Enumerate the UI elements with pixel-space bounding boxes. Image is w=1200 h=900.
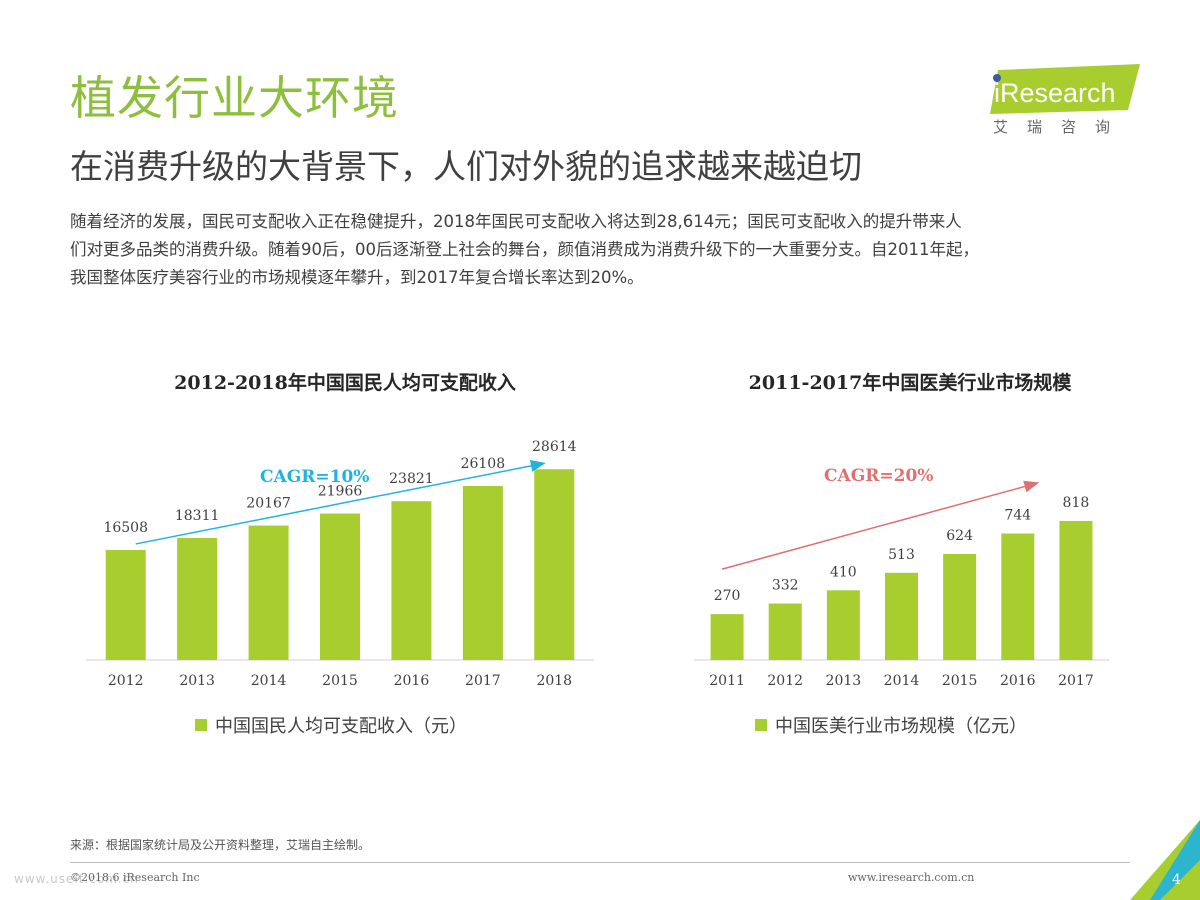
chart2-legend-label: 中国医美行业市场规模（亿元）	[775, 716, 1027, 737]
chart2-bar-2017	[1059, 520, 1093, 660]
logo-background	[990, 64, 1140, 114]
intro-line-1: 随着经济的发展，国民可支配收入正在稳健提升，2018年国民可支配收入将达到28,…	[70, 212, 962, 231]
chart2-bar-2013	[826, 590, 860, 660]
chart2-cagr-label: CAGR=20%	[824, 466, 933, 486]
logo-dot-icon	[993, 74, 1001, 82]
chart1-tick-label-2012: 2012	[108, 673, 144, 689]
chart1-bar-2015	[320, 513, 360, 660]
chart1-legend: 中国国民人均可支配收入（元）	[195, 712, 467, 738]
chart2-legend: 中国医美行业市场规模（亿元）	[755, 712, 1027, 738]
chart2-bar-2012	[768, 603, 802, 660]
chart2-legend-swatch	[755, 719, 767, 731]
chart1-legend-label: 中国国民人均可支配收入（元）	[215, 716, 467, 737]
chart1-tick-label-2015: 2015	[322, 673, 358, 689]
chart1-bar-2014	[248, 525, 289, 660]
chart1-data-label-2015: 21966	[318, 484, 363, 500]
chart2-data-label-2014: 513	[888, 547, 915, 563]
logo-cn-text: 艾瑞咨询	[993, 118, 1130, 136]
source-note: 来源：根据国家统计局及公开资料整理，艾瑞自主绘制。	[70, 838, 371, 852]
chart2-data-label-2017: 818	[1063, 495, 1090, 511]
copyright-text: ©2018.6 iResearch Inc	[70, 871, 200, 884]
chart1-bar-2017	[462, 485, 503, 660]
iresearch-logo: iResearch	[990, 64, 1140, 114]
chart2-bar-2014	[885, 572, 918, 660]
chart1-bar-2018	[534, 469, 575, 660]
chart2-tick-label-2011: 2011	[709, 673, 745, 689]
chart1-data-label-2014: 20167	[246, 496, 291, 512]
chart1-tick-label-2017: 2017	[465, 673, 501, 689]
page-title: 植发行业大环境	[70, 71, 399, 125]
chart1-cagr-label: CAGR=10%	[260, 467, 369, 487]
chart2-cagr-arrow	[721, 480, 1040, 570]
chart2-tick-label-2016: 2016	[1000, 673, 1036, 689]
chart1-plot: 16508 2012 18311 2013 20167 2014 21966 2015 2382…	[86, 439, 594, 689]
chart1-data-label-2017: 26108	[461, 456, 506, 472]
watermark: www.useit.com.cn	[14, 872, 139, 886]
chart2-bar-2015	[943, 553, 977, 660]
logo-brand-text: iResearch	[994, 78, 1116, 108]
chart2-bar-2016	[1001, 533, 1035, 660]
chart1-data-label-2013: 18311	[175, 508, 220, 524]
chart2-tick-label-2013: 2013	[826, 673, 862, 689]
chart2-tick-label-2014: 2014	[884, 673, 920, 689]
chart1-data-label-2018: 28614	[532, 439, 577, 455]
corner-blue-shape	[1150, 820, 1200, 900]
chart1-data-label-2016: 23821	[389, 471, 434, 487]
chart2-tick-label-2017: 2017	[1058, 673, 1094, 689]
page-number: 4	[1172, 872, 1181, 888]
chart1-bar-2016	[391, 501, 432, 660]
chart1-bar-2013	[177, 537, 218, 660]
website-link[interactable]: www.iresearch.com.cn	[848, 871, 975, 884]
corner-green-shape	[1130, 820, 1200, 900]
chart2-title: 2011-2017年中国医美行业市场规模	[748, 372, 1072, 394]
intro-paragraph: 随着经济的发展，国民可支配收入正在稳健提升，2018年国民可支配收入将达到28,…	[70, 208, 1150, 292]
chart2-data-label-2013: 410	[830, 564, 857, 580]
chart1-tick-label-2013: 2013	[179, 673, 215, 689]
chart2-data-label-2016: 744	[1004, 508, 1031, 524]
intro-line-3: 我国整体医疗美容行业的市场规模逐年攀升，到2017年复合增长率达到20%。	[70, 268, 644, 287]
chart1-title: 2012-2018年中国国民人均可支配收入	[174, 372, 516, 394]
chart1-cagr-arrow	[135, 459, 546, 545]
chart1-tick-label-2016: 2016	[394, 673, 430, 689]
chart1-data-label-2012: 16508	[103, 520, 148, 536]
corner-decoration	[1130, 820, 1200, 900]
intro-line-2: 们对更多品类的消费升级。随着90后，00后逐渐登上社会的舞台，颜值消费成为消费升…	[70, 240, 979, 259]
chart2-tick-label-2015: 2015	[942, 673, 978, 689]
chart2-data-label-2012: 332	[772, 578, 799, 594]
chart1-legend-swatch	[195, 719, 207, 731]
footer-divider	[70, 862, 1130, 863]
chart2-tick-label-2012: 2012	[767, 673, 803, 689]
page-subtitle: 在消费升级的大背景下，人们对外貌的追求越来越迫切	[70, 147, 862, 186]
chart1-tick-label-2018: 2018	[536, 673, 572, 689]
chart2-bar-2011	[710, 614, 744, 660]
chart1-tick-label-2014: 2014	[251, 673, 287, 689]
chart1-bar-2012	[105, 549, 146, 660]
chart2-data-label-2015: 624	[946, 528, 973, 544]
chart2-data-label-2011: 270	[714, 588, 741, 604]
chart2-plot: 270 2011 332 2012 410 2013 513 2014 624 2015 744 20…	[694, 466, 1109, 689]
